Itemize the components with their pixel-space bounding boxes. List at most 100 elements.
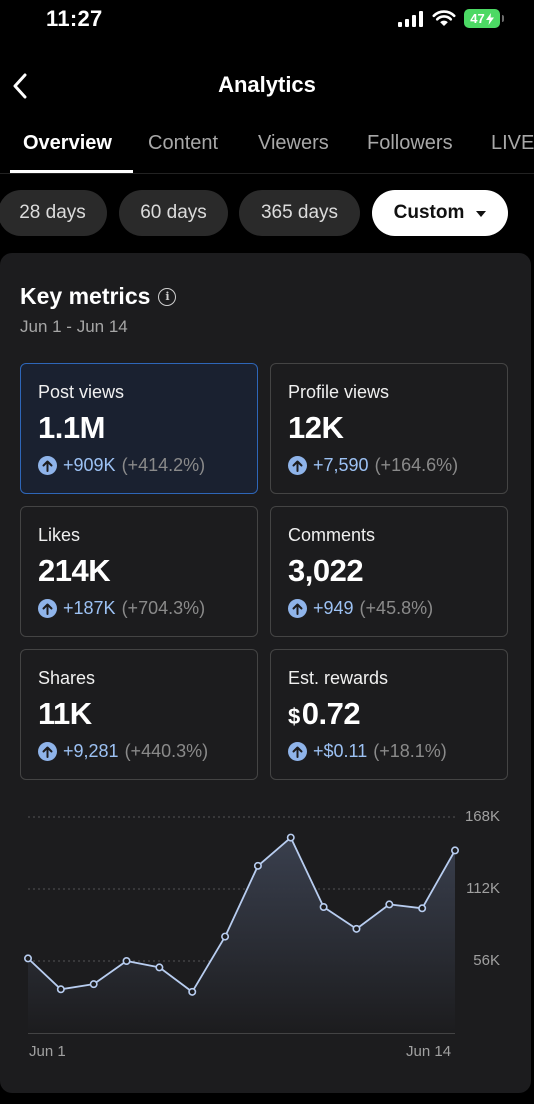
metric-change: +9,281 (+440.3%) xyxy=(38,741,208,762)
metric-post-views[interactable]: Post views 1.1M +909K (+414.2%) xyxy=(20,363,258,494)
data-point xyxy=(418,904,427,913)
data-point xyxy=(122,957,131,966)
tab-bar: Overview Content Viewers Followers LIVE xyxy=(0,120,534,174)
battery-icon: 47 xyxy=(464,9,504,28)
date-range-selector: 28 days 60 days 365 days Custom xyxy=(0,190,534,236)
data-point xyxy=(450,846,459,855)
caret-down-icon xyxy=(476,211,487,217)
chip-label: 60 days xyxy=(140,202,207,223)
y-tick-label: 56K xyxy=(473,952,500,969)
arrow-up-icon xyxy=(288,456,307,475)
key-metrics-card: Key metrics i Jun 1 - Jun 14 Post views … xyxy=(0,253,531,1093)
chevron-left-icon xyxy=(13,73,27,99)
battery-level: 47 xyxy=(470,11,485,26)
data-point xyxy=(89,980,98,989)
date-range-label: Jun 1 - Jun 14 xyxy=(20,317,128,336)
metric-value: 12K xyxy=(288,410,344,445)
header: Analytics xyxy=(0,60,534,112)
tab-overview[interactable]: Overview xyxy=(23,132,112,154)
metric-change: +$0.11 (+18.1%) xyxy=(288,741,447,762)
metric-label: Post views xyxy=(38,382,125,402)
metric-percent: (+414.2%) xyxy=(121,455,206,475)
chip-label: Custom xyxy=(393,202,465,223)
metric-delta: +949 xyxy=(313,598,354,618)
metric-label: Est. rewards xyxy=(288,668,389,688)
metric-comments[interactable]: Comments 3,022 +949 (+45.8%) xyxy=(270,506,508,637)
metric-likes[interactable]: Likes 214K +187K (+704.3%) xyxy=(20,506,258,637)
series-line xyxy=(27,836,456,993)
metric-percent: (+440.3%) xyxy=(124,741,209,761)
metric-delta: +7,590 xyxy=(313,455,369,475)
data-point xyxy=(286,833,295,842)
metric-value: $0.72 xyxy=(288,696,361,732)
metric-change: +909K (+414.2%) xyxy=(38,455,205,476)
status-time: 11:27 xyxy=(46,6,103,31)
range-custom-dropdown[interactable]: Custom xyxy=(372,190,508,236)
metric-delta: +$0.11 xyxy=(313,741,368,761)
metric-shares[interactable]: Shares 11K +9,281 (+440.3%) xyxy=(20,649,258,780)
metric-value: 11K xyxy=(38,696,92,731)
chip-label: 365 days xyxy=(260,202,339,223)
metric-delta: +9,281 xyxy=(63,741,119,761)
metric-value-number: 0.72 xyxy=(301,696,361,731)
range-365-days-chip[interactable]: 365 days xyxy=(239,190,360,236)
tab-live[interactable]: LIVE xyxy=(491,132,534,154)
x-tick-label: Jun 14 xyxy=(406,1043,452,1060)
data-point xyxy=(155,963,164,972)
metric-percent: (+164.6%) xyxy=(374,455,459,475)
metric-value: 214K xyxy=(38,553,111,588)
data-point xyxy=(221,932,230,941)
metric-profile-views[interactable]: Profile views 12K +7,590 (+164.6%) xyxy=(270,363,508,494)
series-area xyxy=(28,837,455,1033)
data-point xyxy=(319,903,328,912)
range-60-days-chip[interactable]: 60 days xyxy=(119,190,228,236)
back-button[interactable] xyxy=(6,68,34,104)
arrow-up-icon xyxy=(38,456,57,475)
x-tick-label: Jun 1 xyxy=(29,1043,66,1060)
metric-label: Comments xyxy=(288,525,376,545)
post-views-chart: 168K 112K 56K Jun 1 Jun 14 xyxy=(0,793,531,1073)
metric-delta: +909K xyxy=(63,455,116,475)
metric-est-rewards[interactable]: Est. rewards $0.72 +$0.11 (+18.1%) xyxy=(270,649,508,780)
card-title: Key metrics i xyxy=(20,283,177,310)
metric-percent: (+45.8%) xyxy=(359,598,434,618)
data-point xyxy=(253,861,262,870)
card-title-text: Key metrics xyxy=(20,283,151,309)
metric-label: Likes xyxy=(38,525,81,545)
data-point xyxy=(385,900,394,909)
status-icons: 47 xyxy=(398,9,504,28)
data-point xyxy=(188,987,197,996)
chip-label: 28 days xyxy=(19,202,86,223)
chart-plot xyxy=(23,816,459,1034)
cellular-signal-icon xyxy=(398,10,423,27)
arrow-up-icon xyxy=(288,599,307,618)
arrow-up-icon xyxy=(38,599,57,618)
metric-change: +187K (+704.3%) xyxy=(38,598,205,619)
metric-value: 1.1M xyxy=(38,410,105,445)
metric-label: Profile views xyxy=(288,382,390,402)
metric-percent: (+704.3%) xyxy=(121,598,206,618)
y-tick-label: 168K xyxy=(464,808,500,825)
currency-symbol: $ xyxy=(288,704,300,729)
tab-content[interactable]: Content xyxy=(148,132,219,154)
status-bar: 11:27 47 xyxy=(0,0,534,44)
tab-followers[interactable]: Followers xyxy=(367,132,453,154)
info-icon[interactable]: i xyxy=(158,287,177,306)
metric-value: 3,022 xyxy=(288,553,364,588)
y-tick-label: 112K xyxy=(466,880,500,897)
charging-bolt-icon xyxy=(485,12,494,25)
arrow-up-icon xyxy=(38,742,57,761)
page-title: Analytics xyxy=(218,72,316,97)
tab-viewers[interactable]: Viewers xyxy=(258,132,329,154)
range-28-days-chip[interactable]: 28 days xyxy=(0,190,107,236)
wifi-icon xyxy=(432,10,456,26)
metric-change: +7,590 (+164.6%) xyxy=(288,455,458,476)
data-point xyxy=(23,954,32,963)
data-point xyxy=(56,985,65,994)
metric-change: +949 (+45.8%) xyxy=(288,598,433,619)
metric-percent: (+18.1%) xyxy=(373,741,447,761)
arrow-up-icon xyxy=(288,742,307,761)
active-tab-indicator xyxy=(10,170,133,173)
data-point xyxy=(352,924,361,933)
metric-label: Shares xyxy=(38,668,96,688)
